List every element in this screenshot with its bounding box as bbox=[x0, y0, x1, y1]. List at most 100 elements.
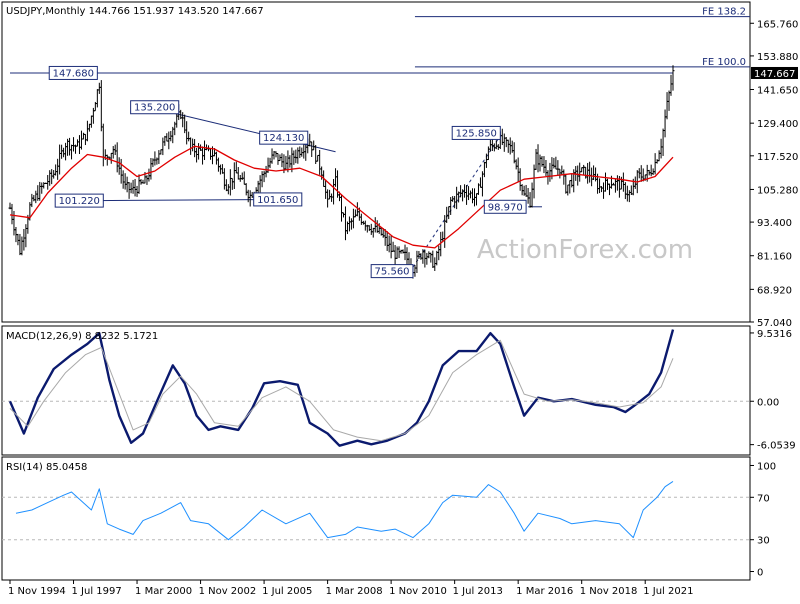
price-bar bbox=[268, 157, 272, 169]
price-bar bbox=[75, 139, 79, 147]
price-bar bbox=[486, 146, 490, 161]
price-bar bbox=[371, 227, 375, 238]
price-bar bbox=[534, 148, 538, 170]
price-bar bbox=[437, 245, 441, 261]
price-bar bbox=[326, 189, 330, 208]
price-bar bbox=[373, 217, 377, 233]
price-bar bbox=[467, 186, 471, 201]
price-bar bbox=[24, 224, 28, 248]
price-bar bbox=[113, 144, 117, 156]
annotation-label: 101.220 bbox=[59, 196, 100, 207]
price-bar bbox=[298, 146, 302, 159]
price-bar bbox=[153, 151, 157, 166]
price-bar bbox=[389, 235, 393, 259]
price-bar bbox=[56, 158, 60, 180]
price-bar bbox=[667, 90, 671, 111]
price-bar bbox=[536, 144, 540, 173]
price-bar bbox=[224, 179, 228, 192]
price-bar bbox=[463, 184, 467, 198]
price-bar bbox=[127, 182, 131, 199]
price-bar bbox=[308, 133, 312, 147]
price-bar bbox=[471, 188, 475, 204]
price-bar bbox=[167, 131, 171, 150]
price-bar bbox=[334, 168, 338, 187]
x-axis-label: 1 Mar 2008 bbox=[326, 586, 383, 597]
fib-label: FE 100.0 bbox=[702, 57, 746, 68]
price-bar bbox=[490, 138, 494, 152]
price-bar bbox=[336, 170, 340, 198]
price-bar bbox=[131, 179, 135, 194]
price-bar bbox=[564, 173, 568, 194]
price-bar bbox=[427, 251, 431, 259]
price-bar bbox=[330, 193, 334, 202]
price-axis-label: 141.650 bbox=[757, 86, 798, 97]
price-bar bbox=[528, 192, 532, 208]
price-bar bbox=[296, 147, 300, 164]
price-bar bbox=[77, 135, 81, 155]
price-bar bbox=[385, 231, 389, 251]
annotation-box bbox=[370, 264, 414, 279]
price-bar bbox=[312, 140, 316, 151]
price-bar bbox=[165, 133, 169, 142]
price-bar bbox=[482, 161, 486, 178]
price-bar bbox=[542, 156, 546, 174]
price-bar bbox=[111, 146, 115, 159]
price-bar bbox=[274, 151, 278, 158]
price-bar bbox=[661, 128, 665, 156]
macd-axis-label: -6.0539 bbox=[757, 441, 796, 452]
price-bar bbox=[318, 149, 322, 175]
price-axis-label: 129.400 bbox=[757, 119, 798, 130]
price-bar bbox=[139, 179, 143, 185]
price-bar bbox=[125, 176, 129, 193]
price-bar bbox=[270, 148, 274, 164]
price-bar bbox=[548, 162, 552, 182]
rsi-axis-label: 70 bbox=[757, 493, 770, 504]
macd-pane-border bbox=[1, 325, 751, 456]
price-bar bbox=[70, 144, 74, 160]
price-axis-label: 57.040 bbox=[757, 318, 792, 329]
price-bar bbox=[214, 151, 218, 165]
price-bar bbox=[582, 164, 586, 175]
watermark-text: ActionForex.com bbox=[477, 235, 693, 265]
price-bar bbox=[230, 177, 234, 190]
price-bar bbox=[560, 165, 564, 175]
price-bar bbox=[588, 161, 592, 183]
price-bar bbox=[586, 162, 590, 184]
price-bar bbox=[552, 157, 556, 169]
price-bar bbox=[222, 168, 226, 190]
price-bar bbox=[280, 153, 284, 168]
price-bar bbox=[81, 132, 85, 140]
price-bar bbox=[443, 215, 447, 248]
price-bar bbox=[30, 193, 34, 208]
price-bar bbox=[653, 153, 657, 175]
price-bar bbox=[369, 223, 373, 235]
price-bar bbox=[46, 175, 50, 190]
price-bar bbox=[435, 250, 439, 266]
price-bar bbox=[137, 174, 141, 194]
price-bar bbox=[244, 183, 248, 196]
price-bar bbox=[340, 194, 343, 222]
price-bar bbox=[195, 147, 199, 163]
price-bar bbox=[351, 208, 355, 229]
price-bar bbox=[50, 169, 54, 185]
x-axis-label: 1 Jul 2013 bbox=[453, 586, 503, 597]
price-bar bbox=[135, 185, 139, 197]
price-bar bbox=[615, 175, 619, 191]
price-bar bbox=[218, 164, 222, 175]
price-bar bbox=[79, 130, 83, 150]
price-bar bbox=[625, 185, 629, 202]
annotation-box bbox=[54, 193, 104, 208]
price-bar bbox=[133, 178, 137, 197]
price-bar bbox=[469, 190, 473, 199]
price-bar bbox=[54, 164, 58, 176]
macd-line bbox=[8, 329, 675, 447]
price-bar bbox=[639, 165, 643, 182]
price-bar bbox=[512, 142, 516, 164]
fib-label: FE 138.2 bbox=[702, 7, 746, 18]
price-bar bbox=[655, 159, 659, 164]
price-bar bbox=[294, 149, 298, 164]
price-bar bbox=[546, 170, 550, 185]
annotation-label: 135.200 bbox=[134, 103, 175, 114]
price-bar bbox=[568, 180, 572, 194]
